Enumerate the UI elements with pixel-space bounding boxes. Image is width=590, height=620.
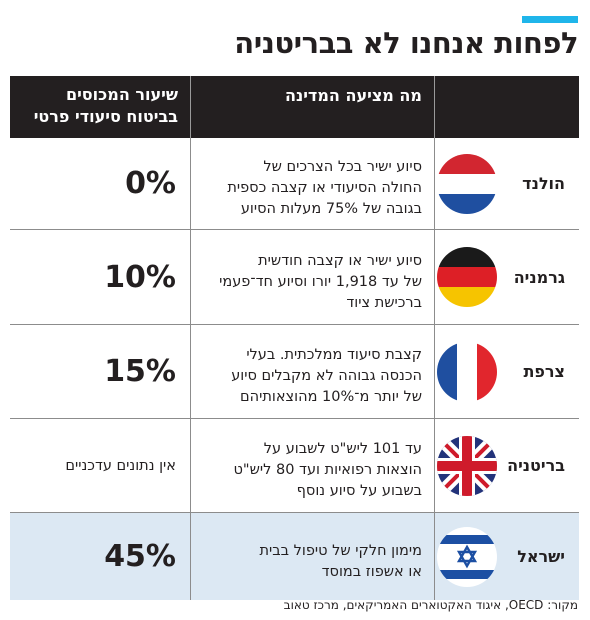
rate-cell: 15% [10, 325, 191, 418]
offer-line: הכנסה גבוהה לא מקבלים סיוע [231, 368, 422, 384]
offer-line: החולה הסיעודי או קצבה כספית [227, 180, 422, 196]
rate-value: 45% [104, 539, 176, 574]
offer-line: סיוע ישיר בכל הצרכים של [263, 159, 422, 175]
table-row: הולנד סיוע ישיר בכל הצרכים של החולה הסיע… [10, 138, 579, 230]
header-country-cell [435, 76, 579, 138]
offer-line: בשבוע על סיוע נוסף [296, 483, 422, 499]
comparison-table: מה מציעה המדינה שיעור המכוסים בביטוח סיע… [10, 76, 579, 600]
country-name: בריטניה [507, 456, 565, 475]
offer-cell: עד 101 ליש"ט לשבוע על הוצאות רפואיות ועד… [191, 419, 435, 512]
offer-line: הוצאות רפואיות ועד 80 ליש"ט [233, 462, 422, 478]
country-name: ישראל [517, 547, 565, 566]
offer-cell: קצבת סיעוד ממלכתית. בעלי הכנסה גבוהה לא … [191, 325, 435, 418]
france-flag-icon [437, 341, 497, 402]
germany-flag-icon [437, 247, 497, 307]
offer-line: קצבת סיעוד ממלכתית. בעלי [246, 347, 422, 363]
page-title: לפחות אנחנו לא בבריטניה [234, 26, 578, 60]
country-cell: הולנד [435, 138, 579, 229]
rate-cell: 10% [10, 230, 191, 324]
offer-line: של עד 1,918 יורו וסיוע חד־פעמי [219, 273, 422, 290]
country-name: גרמניה [513, 267, 565, 287]
israel-flag-icon [437, 526, 497, 587]
rate-cell: 45% [10, 513, 191, 600]
table-header: מה מציעה המדינה שיעור המכוסים בביטוח סיע… [10, 76, 579, 138]
table-row: צרפת קצבת סיעוד ממלכתית. בעלי הכנסה גבוה… [10, 325, 579, 419]
uk-flag-icon [437, 435, 497, 496]
offer-line: או אשפוז במוסד [321, 563, 422, 580]
offer-cell: סיוע ישיר בכל הצרכים של החולה הסיעודי או… [191, 138, 435, 229]
offer-line: של יותר מ־10% מהוצאותיהם [240, 389, 422, 405]
country-cell: ישראל [435, 513, 579, 600]
table-row: ישראל מימון חלקי של טיפול בבית או אשפוז … [10, 513, 579, 600]
header-rate-line1: שיעור המכוסים [65, 85, 178, 104]
country-name: הולנד [522, 174, 565, 193]
country-cell: צרפת [435, 325, 579, 418]
offer-line: מימון חלקי של טיפול בבית [259, 542, 422, 559]
country-cell: גרמניה [435, 230, 579, 324]
offer-cell: סיוע ישיר או קצבה חודשית של עד 1,918 יור… [191, 230, 435, 324]
offer-line: בגובה של 75% מעלות הסיוע [240, 201, 422, 217]
rate-cell: אין נתונים עדכניים [10, 419, 191, 512]
rate-value: 10% [104, 259, 176, 295]
offer-line: עד 101 ליש"ט לשבוע על [263, 441, 422, 457]
rate-value: 0% [125, 166, 176, 201]
country-name: צרפת [523, 362, 565, 381]
accent-bar [522, 16, 578, 23]
country-cell: בריטניה [435, 419, 579, 512]
rate-cell: 0% [10, 138, 191, 229]
header-offer: מה מציעה המדינה [191, 76, 435, 138]
table-row: בריטניה עד 101 ליש"ט לשבוע על הוצאות רפו… [10, 419, 579, 513]
rate-value: אין נתונים עדכניים [65, 457, 176, 474]
header-rate-line2: בביטוח סיעודי פרטי [33, 107, 178, 126]
source-note: מקור: OECD, איגוד האקטוארים האמריקאים, מ… [283, 598, 578, 612]
header-rate: שיעור המכוסים בביטוח סיעודי פרטי [10, 76, 191, 138]
table-row: גרמניה סיוע ישיר או קצבה חודשית של עד 1,… [10, 230, 579, 325]
offer-cell: מימון חלקי של טיפול בבית או אשפוז במוסד [191, 513, 435, 600]
offer-line: סיוע ישיר או קצבה חודשית [258, 252, 422, 269]
netherlands-flag-icon [437, 153, 497, 214]
offer-line: ברכישת ציוד [346, 294, 422, 311]
rate-value: 15% [104, 354, 176, 389]
